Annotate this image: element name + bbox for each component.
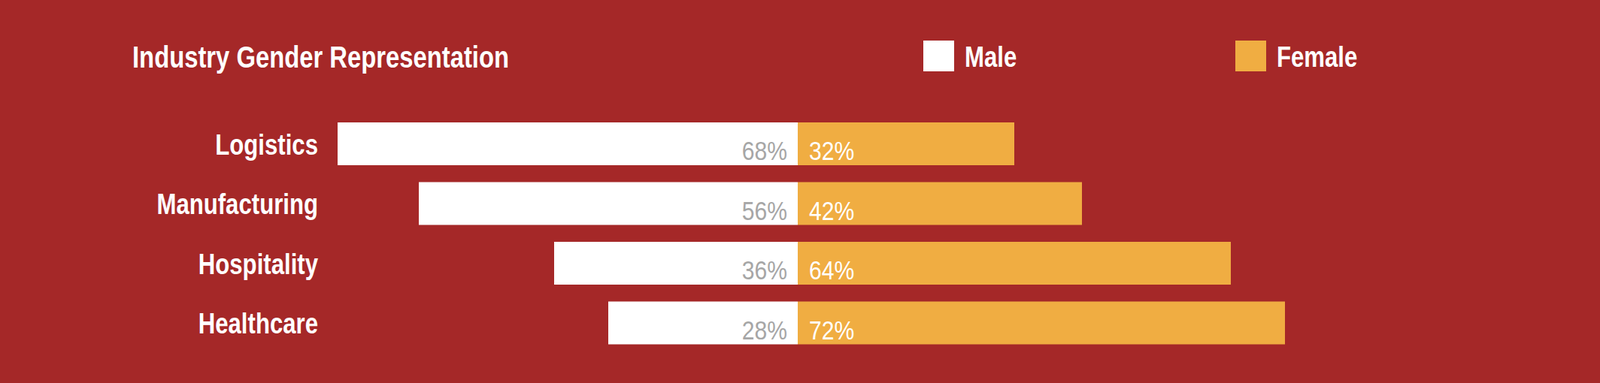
data-label: 36% (742, 255, 788, 286)
bar (554, 242, 798, 285)
legend-swatch (1235, 40, 1267, 72)
data-label: 72% (809, 315, 855, 346)
bar (797, 302, 1285, 346)
bar (797, 122, 1015, 166)
bar (337, 122, 798, 166)
title: Industry Gender Representation (132, 40, 510, 75)
data-label: 56% (742, 195, 788, 226)
category-label: Healthcare (198, 308, 319, 340)
data-label: 42% (809, 195, 855, 226)
bar (797, 242, 1231, 285)
bar (797, 182, 1082, 226)
bar (418, 182, 798, 226)
legend-label: Female (1276, 41, 1358, 73)
data-label: 64% (809, 255, 855, 286)
data-label: 68% (742, 136, 788, 167)
category-label: Hospitality (198, 248, 319, 281)
legend-label: Male (964, 41, 1017, 73)
bar (608, 302, 798, 346)
category-label: Manufacturing (156, 188, 319, 221)
bars (337, 122, 1285, 346)
background (0, 0, 1600, 383)
chart: Industry Gender Representation Male Female… (0, 0, 1600, 383)
data-label: 28% (742, 315, 788, 346)
category-label: Logistics (215, 129, 319, 161)
data-label: 32% (809, 136, 855, 167)
legend-swatch (923, 40, 955, 72)
